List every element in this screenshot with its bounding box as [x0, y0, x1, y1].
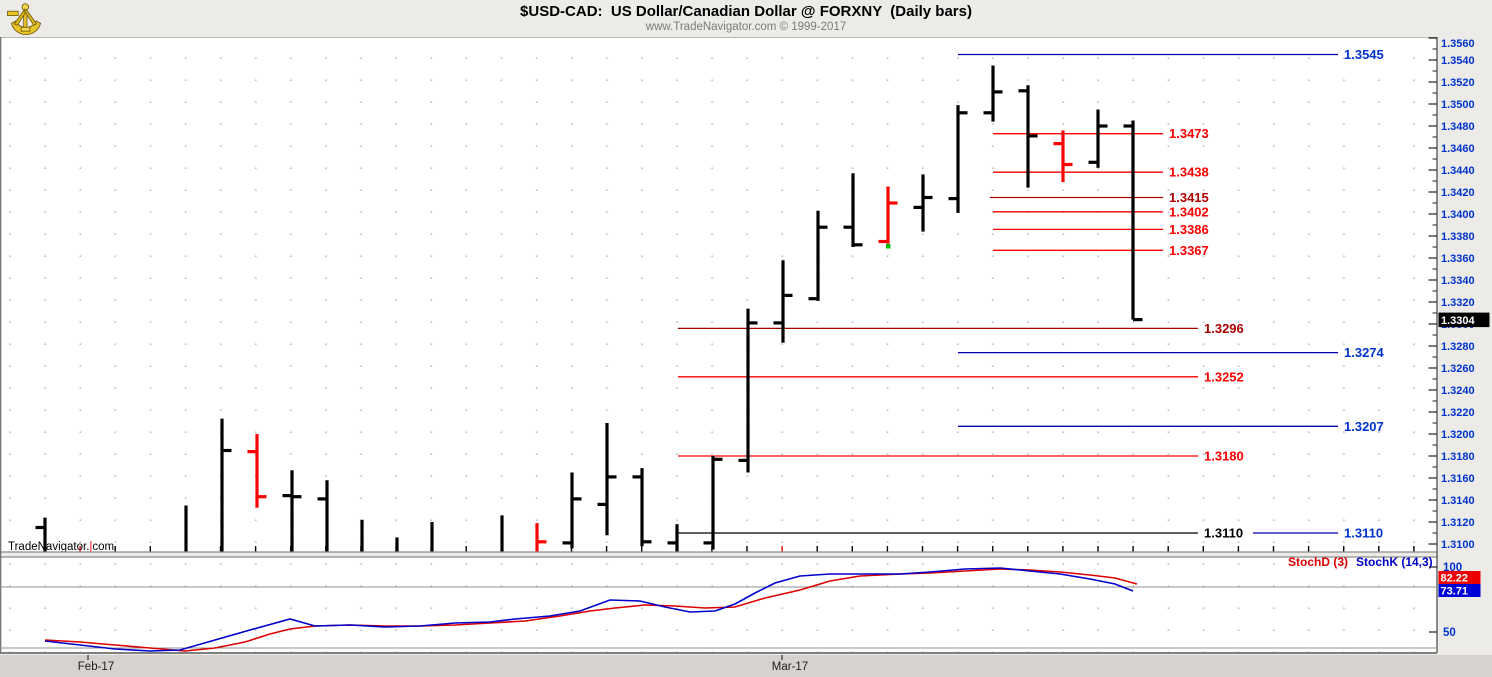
ohlc-bar: [878, 186, 898, 244]
price-panel[interactable]: [0, 37, 1437, 552]
price-level-label: 1.3252: [1204, 369, 1244, 384]
price-axis-label: 1.3200: [1441, 429, 1475, 441]
price-level-label: 1.3207: [1344, 419, 1384, 434]
ohlc-bar: [738, 308, 758, 473]
header-bar: $USD-CAD: US Dollar/Canadian Dollar @ FO…: [0, 0, 1492, 37]
ohlc-bar: [282, 470, 302, 552]
ohlc-bar: [247, 434, 267, 508]
ohlc-bar: [703, 456, 723, 550]
ohlc-bar: [597, 423, 617, 536]
ohlc-bar: [808, 210, 828, 301]
stochd-line: [44, 568, 1138, 652]
price-level-label: 1.3545: [1344, 47, 1384, 62]
price-axis: [1428, 37, 1437, 545]
price-level-label: 1.3367: [1169, 243, 1209, 258]
price-axis-label: 1.3540: [1441, 55, 1475, 67]
price-axis-label: 1.3100: [1441, 539, 1475, 551]
price-axis-label: 1.3380: [1441, 231, 1475, 243]
stoch-legend-label: StochD (3): [1288, 555, 1348, 569]
price-level-label: 1.3386: [1169, 222, 1209, 237]
ohlc-bar: [317, 480, 329, 552]
last-price-badge: [1438, 312, 1490, 328]
price-level-label: 1.3438: [1169, 165, 1209, 180]
panel-borders: [0, 36, 1438, 653]
price-axis-label: 1.3260: [1441, 363, 1475, 375]
stochk-line: [44, 567, 1134, 652]
price-levels: [677, 53, 1338, 534]
stoch-legend-label: StochK (14,3): [1356, 555, 1433, 569]
price-level-label: 1.3180: [1204, 449, 1244, 464]
price-axis-label: 1.3120: [1441, 517, 1475, 529]
price-level-label: 1.3110: [1344, 526, 1383, 541]
stochastics-panel[interactable]: [0, 557, 1437, 653]
ohlc-bar: [562, 472, 582, 549]
price-axis-label: 1.3180: [1441, 451, 1475, 463]
price-axis-label: 1.3320: [1441, 297, 1475, 309]
price-axis-label: 1.3560: [1441, 38, 1475, 50]
stoch-axis-label: 50: [1443, 627, 1456, 639]
signal-marker-dot: [886, 244, 891, 249]
price-axis-label: 1.3140: [1441, 495, 1475, 507]
last-price-badge-text: 1.3304: [1441, 315, 1476, 327]
ohlc-bar: [948, 105, 968, 213]
ohlc-bar: [1088, 109, 1108, 168]
price-level-label: 1.3110: [1204, 526, 1243, 541]
price-axis-label: 1.3240: [1441, 385, 1475, 397]
stoch-value-badge-text: 82.22: [1441, 573, 1469, 585]
price-axis-label: 1.3160: [1441, 473, 1475, 485]
ohlc-bar: [1018, 85, 1038, 188]
time-axis-bar[interactable]: [0, 655, 1492, 677]
ohlc-bar: [632, 468, 652, 547]
sextant-logo: [7, 3, 42, 35]
price-axis-label: 1.3360: [1441, 253, 1475, 265]
month-label: Mar-17: [772, 661, 808, 673]
price-level-label: 1.3415: [1169, 190, 1209, 205]
watermark: TradeNavigator.|com: [8, 541, 114, 553]
ohlc-bar: [913, 174, 933, 232]
month-label: Feb-17: [78, 661, 114, 673]
price-axis-label: 1.3520: [1441, 77, 1475, 89]
ohlc-bar: [773, 260, 793, 343]
price-level-label: 1.3274: [1344, 345, 1385, 360]
price-axis-label: 1.3220: [1441, 407, 1475, 419]
price-axis-label: 1.3500: [1441, 99, 1475, 111]
ohlc-bar: [1123, 120, 1143, 322]
price-axis-label: 1.3340: [1441, 275, 1475, 287]
price-level-label: 1.3296: [1204, 321, 1244, 336]
ohlc-bar: [843, 173, 863, 247]
chart-subtitle: www.TradeNavigator.com © 1999-2017: [645, 21, 847, 33]
price-axis-label: 1.3420: [1441, 187, 1475, 199]
ohlc-bar: [220, 418, 232, 552]
stoch-value-badge-text: 73.71: [1441, 586, 1469, 598]
ohlc-bar: [1053, 130, 1073, 183]
price-axis-label: 1.3400: [1441, 209, 1475, 221]
chart-title: $USD-CAD: US Dollar/Canadian Dollar @ FO…: [520, 3, 972, 20]
price-axis-label: 1.3280: [1441, 341, 1475, 353]
stoch-value-badge: [1438, 584, 1481, 597]
ohlc-bar: [35, 517, 47, 552]
ohlc-bar: [983, 65, 1003, 122]
ohlc-bars: [35, 65, 1143, 552]
price-level-label: 1.3473: [1169, 126, 1209, 141]
ohlc-bar: [667, 524, 679, 552]
price-axis-label: 1.3440: [1441, 165, 1475, 177]
ohlc-bar: [535, 523, 547, 552]
price-axis-label: 1.3460: [1441, 143, 1475, 155]
price-axis-label: 1.3480: [1441, 121, 1475, 133]
stoch-value-badge: [1438, 571, 1481, 584]
price-level-label: 1.3402: [1169, 204, 1209, 219]
